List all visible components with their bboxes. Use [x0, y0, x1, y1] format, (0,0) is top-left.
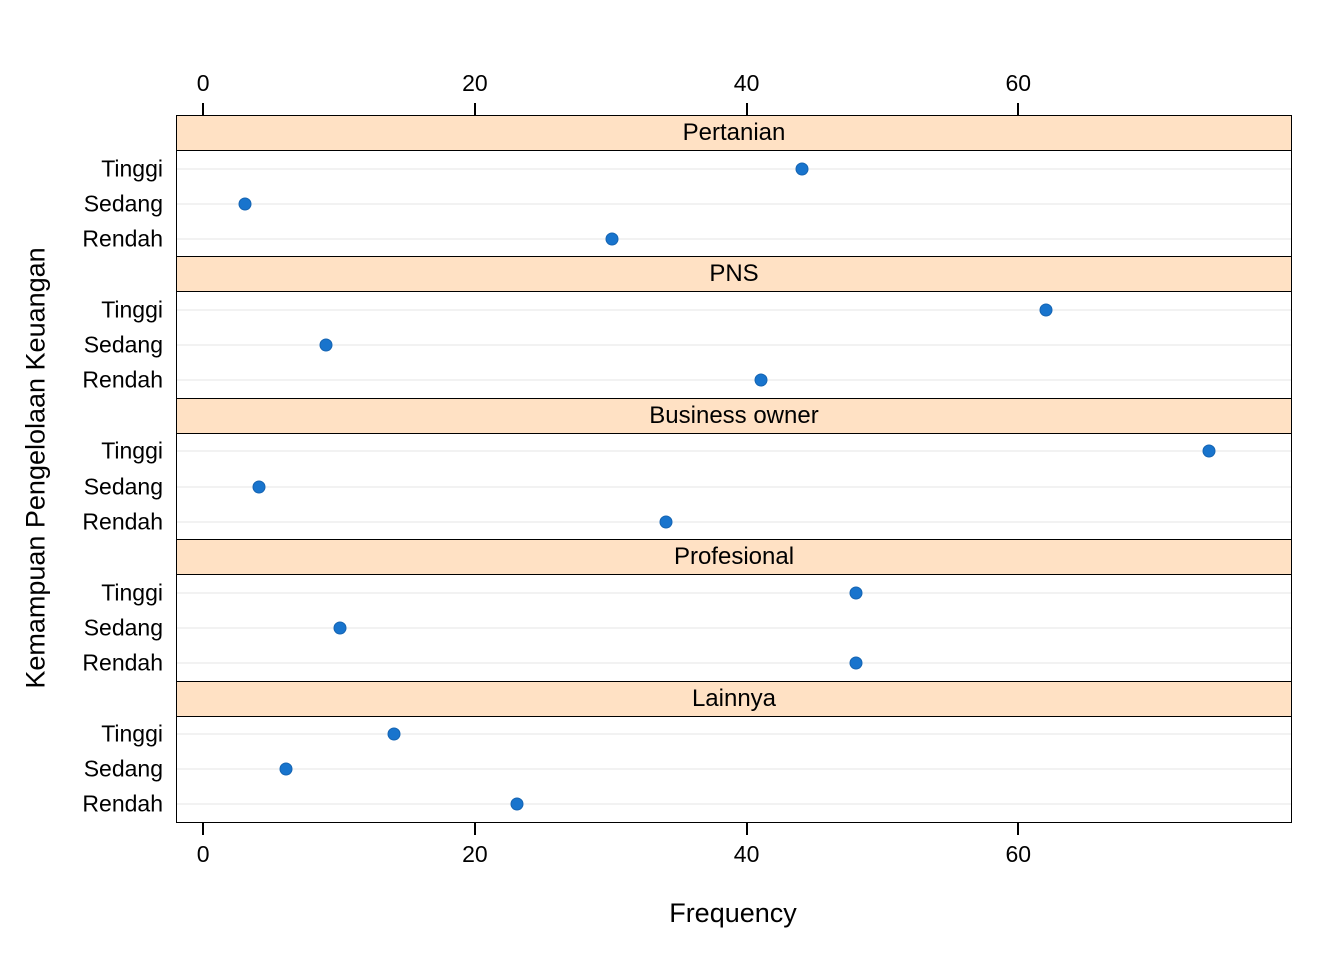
category-label-tinggi: Tinggi [101, 579, 163, 606]
axis-tick-label: 20 [462, 70, 488, 96]
gridline [177, 238, 1291, 240]
category-label-tinggi: Tinggi [101, 720, 163, 747]
data-point [333, 621, 347, 635]
panel-strip-profesional: Profesional [177, 539, 1291, 576]
axis-tick-label: 20 [462, 841, 488, 867]
category-label-sedang: Sedang [83, 190, 163, 217]
category-label-rendah: Rendah [82, 225, 163, 252]
data-point [279, 762, 293, 776]
panel-pertanian: Pertanian Tinggi Sedang Rendah [82, 115, 1291, 257]
panel-strip-label: Lainnya [691, 684, 777, 712]
panel-business-owner: Business owner Tinggi Sedang Rendah [82, 397, 1291, 540]
panel-pns: PNS Tinggi Sedang Rendah [82, 256, 1291, 398]
panel-strip-label: Business owner [649, 401, 819, 429]
panel-strip-business-owner: Business owner [177, 397, 1291, 434]
gridline [177, 486, 1291, 488]
axis-tick [473, 823, 476, 835]
axis-tick [202, 103, 205, 115]
gridline [177, 733, 1291, 735]
plot-area: Pertanian Tinggi Sedang Rendah PNS Tinggi Seda… [82, 115, 1292, 823]
panel-strip-pns: PNS [177, 256, 1291, 293]
data-point [849, 586, 863, 600]
y-axis-title: Kemampuan Pengelolaan Keuangan [20, 247, 51, 689]
axis-tick-label: 0 [196, 70, 210, 96]
axis-tick [1017, 103, 1020, 115]
category-label-rendah: Rendah [82, 508, 163, 535]
category-label-sedang: Sedang [83, 473, 163, 500]
gridline [177, 309, 1291, 311]
gridline [177, 803, 1291, 805]
axis-tick-label: 40 [733, 70, 760, 96]
gridline [177, 627, 1291, 629]
category-label-sedang: Sedang [83, 614, 163, 641]
data-point [319, 338, 333, 352]
panel-profesional: Profesional Tinggi Sedang Rendah [82, 539, 1291, 681]
panel-strip-lainnya: Lainnya [177, 680, 1291, 717]
gridline [177, 203, 1291, 205]
panel-strip-label: PNS [709, 260, 759, 288]
x-axis-title: Frequency [669, 898, 797, 928]
panel-strip-label: Profesional [673, 543, 795, 571]
axis-tick-label: 60 [1005, 70, 1032, 96]
gridline [177, 768, 1291, 770]
axis-tick [745, 823, 748, 835]
gridline [177, 662, 1291, 664]
data-point [510, 797, 524, 811]
data-point [605, 232, 619, 246]
data-point [1202, 444, 1216, 458]
data-point [849, 656, 863, 670]
panel-body-pns: Tinggi Sedang Rendah [82, 292, 1291, 398]
panel-body-pertanian: Tinggi Sedang Rendah [82, 151, 1291, 257]
category-label-tinggi: Tinggi [101, 155, 163, 182]
panel-body-business-owner: Tinggi Sedang Rendah [82, 433, 1291, 540]
gridline [177, 592, 1291, 594]
axis-tick-label: 40 [733, 841, 760, 867]
gridline [177, 379, 1291, 381]
data-point [754, 373, 768, 387]
data-point [238, 197, 252, 211]
gridline [177, 521, 1291, 523]
axis-tick [1017, 823, 1020, 835]
data-point [252, 480, 265, 494]
data-point [659, 515, 673, 529]
panel-strip-label: Pertanian [682, 119, 786, 146]
panel-body-lainnya: Tinggi Sedang Rendah [82, 716, 1291, 823]
category-label-rendah: Rendah [82, 366, 163, 393]
category-label-rendah: Rendah [82, 790, 163, 817]
category-label-sedang: Sedang [83, 331, 163, 358]
gridline [177, 168, 1291, 170]
panel-body-profesional: Tinggi Sedang Rendah [82, 575, 1291, 681]
axis-tick [745, 103, 748, 115]
axis-tick [202, 823, 205, 835]
axis-tick-label: 60 [1005, 841, 1032, 867]
panel-lainnya: Lainnya Tinggi Sedang Rendah [82, 680, 1291, 823]
data-point [387, 727, 401, 741]
category-label-sedang: Sedang [83, 755, 163, 782]
category-label-rendah: Rendah [82, 649, 163, 676]
top-axis: 0 20 40 60 [176, 55, 1290, 115]
axis-tick-label: 0 [196, 841, 210, 867]
category-label-tinggi: Tinggi [101, 296, 163, 323]
gridline [177, 344, 1291, 346]
axis-tick [473, 103, 476, 115]
panel-strip-pertanian: Pertanian [177, 115, 1291, 151]
bottom-axis: 0 20 40 60 [176, 823, 1290, 883]
gridline [177, 450, 1291, 452]
data-point [1039, 303, 1053, 317]
category-label-tinggi: Tinggi [101, 437, 163, 464]
data-point [795, 162, 809, 176]
